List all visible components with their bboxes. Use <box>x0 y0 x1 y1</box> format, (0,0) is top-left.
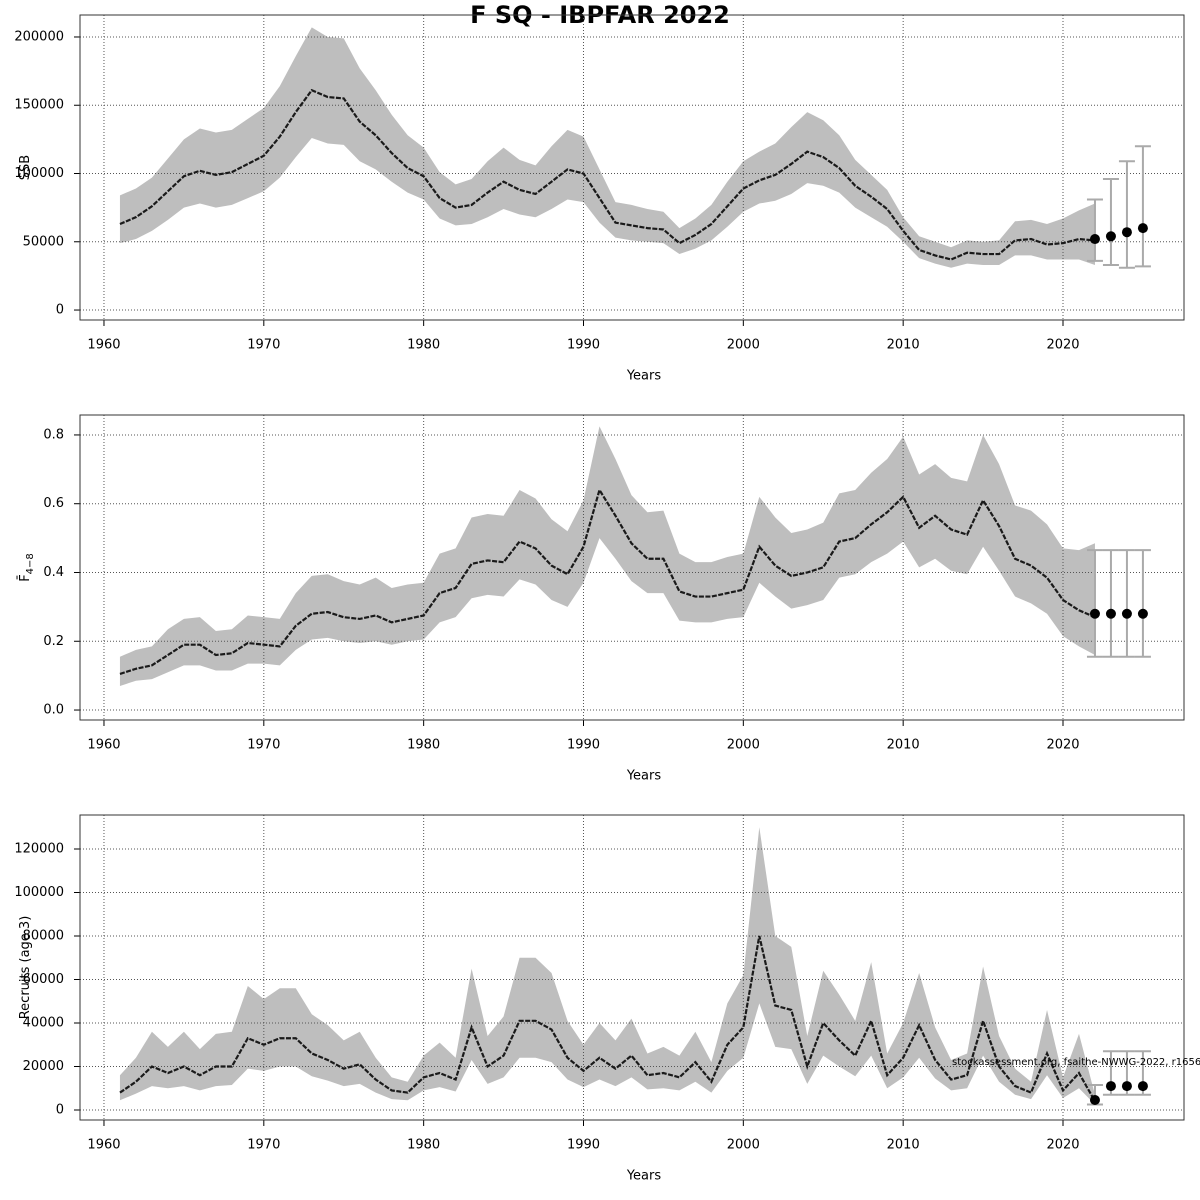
forecast-point <box>1105 231 1116 242</box>
x-tick-label: 1990 <box>567 338 600 353</box>
x-tick-label: 2020 <box>1046 1138 1079 1153</box>
forecast-point <box>1137 223 1148 234</box>
x-tick-label: 2010 <box>887 738 920 753</box>
x-tick-label: 1960 <box>87 738 120 753</box>
x-tick-label: 1970 <box>247 738 280 753</box>
forecast-point <box>1121 608 1132 619</box>
x-tick-label: 2000 <box>727 338 760 353</box>
y-tick-label: 80000 <box>23 928 64 943</box>
x-axis-label: Years <box>626 769 662 784</box>
y-axis-label-main: Recruits (age 3) <box>18 916 33 1020</box>
estimate-line <box>119 88 1096 261</box>
y-tick-label: 40000 <box>23 1015 64 1030</box>
x-tick-label: 1980 <box>407 338 440 353</box>
x-tick-label: 1970 <box>247 1138 280 1153</box>
forecast-point <box>1137 608 1148 619</box>
y-axis-label: F̄4−8 <box>17 553 36 582</box>
y-tick-label: 0.0 <box>43 703 64 718</box>
x-tick-label: 2010 <box>887 338 920 353</box>
y-axis-label-main: F̄ <box>17 574 32 581</box>
y-tick-label: 0.8 <box>43 427 64 442</box>
plot-frame <box>79 814 1185 1121</box>
x-tick-label: 1990 <box>567 738 600 753</box>
estimate-line <box>119 487 1096 675</box>
plot-frame <box>79 414 1185 721</box>
x-tick-label: 1980 <box>407 1138 440 1153</box>
x-tick-label: 1980 <box>407 738 440 753</box>
forecast-point <box>1089 234 1100 245</box>
plot-frame <box>79 14 1185 321</box>
forecast-point <box>1121 227 1132 238</box>
y-tick-label: 0.2 <box>43 634 64 649</box>
y-axis-label-sub: 4−8 <box>25 553 36 574</box>
x-axis-label: Years <box>626 369 662 384</box>
y-tick-label: 100000 <box>14 885 64 900</box>
y-tick-label: 150000 <box>14 98 64 113</box>
forecast-point <box>1121 1081 1132 1092</box>
confidence-band <box>119 426 1095 686</box>
estimate-line <box>119 935 1096 1102</box>
x-tick-label: 2000 <box>727 738 760 753</box>
x-tick-label: 2020 <box>1046 738 1079 753</box>
y-tick-label: 0 <box>56 1102 64 1117</box>
x-axis-label: Years <box>626 1169 662 1184</box>
x-tick-label: 1960 <box>87 338 120 353</box>
y-axis-label: SSB <box>18 155 33 180</box>
y-tick-label: 0.4 <box>43 565 64 580</box>
y-axis-label: Recruits (age 3) <box>18 916 33 1020</box>
footnote: stockassessment.org, fsaithe-NWWG-2022, … <box>952 1057 1200 1068</box>
confidence-band <box>119 27 1095 268</box>
y-tick-label: 20000 <box>23 1059 64 1074</box>
x-tick-label: 2020 <box>1046 338 1079 353</box>
x-tick-label: 1970 <box>247 338 280 353</box>
y-tick-label: 60000 <box>23 972 64 987</box>
x-tick-label: 1990 <box>567 1138 600 1153</box>
y-tick-label: 0 <box>56 303 64 318</box>
x-tick-label: 1960 <box>87 1138 120 1153</box>
x-tick-label: 2000 <box>727 1138 760 1153</box>
forecast-point <box>1089 608 1100 619</box>
y-tick-label: 200000 <box>14 29 64 44</box>
y-tick-label: 0.6 <box>43 496 64 511</box>
x-tick-label: 2010 <box>887 1138 920 1153</box>
y-tick-label: 100000 <box>14 166 64 181</box>
y-tick-label: 120000 <box>14 841 64 856</box>
confidence-band <box>119 827 1095 1105</box>
y-axis-label-main: SSB <box>18 155 33 180</box>
y-tick-label: 50000 <box>23 234 64 249</box>
forecast-point <box>1105 608 1116 619</box>
forecast-point <box>1137 1081 1148 1092</box>
forecast-point <box>1089 1094 1100 1105</box>
forecast-point <box>1105 1081 1116 1092</box>
